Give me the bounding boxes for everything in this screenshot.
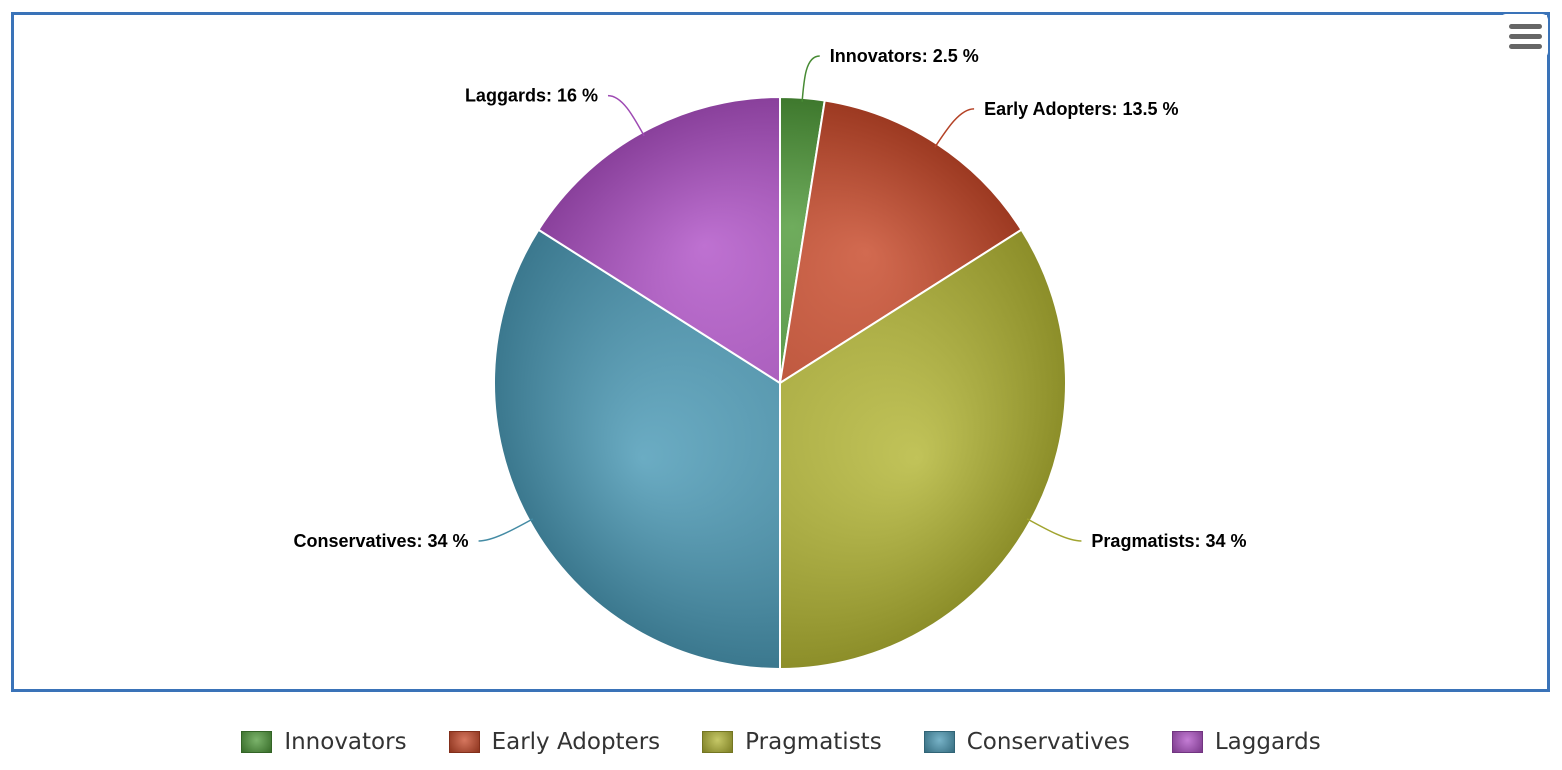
data-label-innovators: Innovators: 2.5 % — [830, 46, 979, 66]
legend-swatch — [241, 731, 273, 753]
data-label-early-adopters: Early Adopters: 13.5 % — [984, 99, 1178, 119]
data-label-conservatives: Conservatives: 34 % — [293, 531, 468, 551]
connector-laggards — [607, 94, 645, 137]
legend-swatch — [702, 731, 734, 753]
data-label-laggards: Laggards: 16 % — [465, 86, 598, 106]
legend-item-laggards[interactable]: Laggards — [1171, 729, 1321, 755]
legend-swatch — [448, 731, 480, 753]
hamburger-menu-icon-bar — [1509, 44, 1542, 49]
hamburger-menu-icon-bar — [1509, 34, 1542, 39]
connector-early-adopters — [934, 108, 975, 148]
legend-item-early-adopters[interactable]: Early Adopters — [448, 729, 661, 755]
legend-swatch — [923, 731, 955, 753]
legend-item-pragmatists[interactable]: Pragmatists — [702, 729, 882, 755]
data-label-pragmatists: Pragmatists: 34 % — [1091, 531, 1246, 551]
legend-item-innovators[interactable]: Innovators — [241, 729, 407, 755]
legend-label: Laggards — [1214, 729, 1321, 755]
connector-conservatives — [478, 518, 534, 542]
legend-swatch — [1171, 731, 1203, 753]
legend-label: Early Adopters — [491, 729, 661, 755]
legend-label: Pragmatists — [745, 729, 882, 755]
legend-item-conservatives[interactable]: Conservatives — [923, 729, 1130, 755]
connector-pragmatists — [1026, 518, 1082, 542]
pie-connectors — [478, 55, 1082, 542]
pie-labels: Innovators: 2.5 % Early Adopters: 13.5 % P… — [293, 46, 1246, 551]
chart-legend: Innovators Early Adopters Pragmatists Co… — [0, 720, 1562, 764]
chart-menu-button[interactable] — [1500, 14, 1548, 58]
connector-innovators — [801, 55, 820, 102]
pie-chart: Innovators: 2.5 % Early Adopters: 13.5 % P… — [293, 46, 1247, 670]
pie-slices — [493, 96, 1067, 670]
legend-label: Conservatives — [966, 729, 1130, 755]
hamburger-menu-icon — [1509, 24, 1542, 29]
legend-label: Innovators — [284, 729, 407, 755]
